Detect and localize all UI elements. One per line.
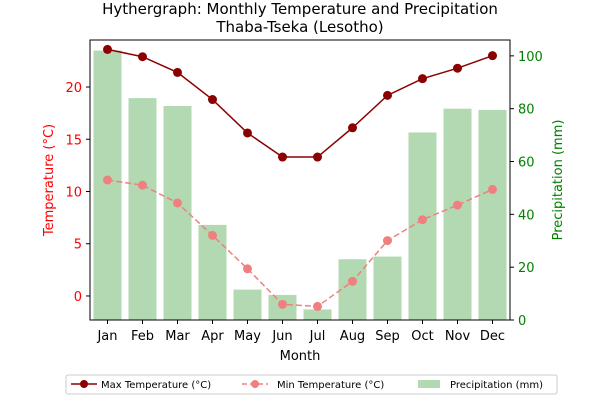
x-tick-label-may: May [234,329,261,344]
left-y-axis-label: Temperature (°C) [42,124,57,237]
max-temp-point-dec [488,51,497,61]
right-tick-label-0: 0 [518,314,526,329]
x-tick-label-mar: Mar [165,329,190,344]
precip-bar-jul [303,309,332,320]
x-tick-label-jul: Jul [309,329,326,344]
right-y-axis-label: Precipitation (mm) [551,120,566,241]
min-temp-point-jul [313,301,322,311]
legend-min-marker [251,380,259,388]
precip-bar-nov [443,108,472,320]
min-temp-point-may [243,264,252,274]
precip-bar-mar [163,106,192,320]
precip-bar-jan [93,50,122,320]
max-temp-point-jan [103,44,112,54]
right-tick-label-100: 100 [518,50,543,65]
left-tick-label-15: 15 [65,133,82,148]
precip-bar-may [233,289,262,320]
legend-box [65,374,558,395]
x-tick-label-apr: Apr [201,329,224,344]
left-tick-label-20: 20 [65,81,82,96]
max-temp-point-jun [278,152,287,162]
min-temp-line [107,179,493,308]
min-temp-point-sep [383,236,392,246]
left-tick-label-0: 0 [74,290,82,305]
x-axis-label: Month [280,349,321,364]
legend-precip-label: Precipitation (mm) [450,380,543,391]
max-temp-point-sep [383,90,392,100]
x-tick-label-aug: Aug [340,329,365,344]
legend-min-label: Min Temperature (°C) [277,380,384,391]
right-tick-label-80: 80 [518,103,535,118]
min-temp-point-jun [278,299,287,309]
max-temp-point-oct [418,74,427,84]
max-temp-point-apr [208,95,217,105]
x-tick-label-oct: Oct [411,329,433,344]
right-y-axis-ticks: 0 20 40 60 80 100 [510,50,543,329]
x-tick-label-dec: Dec [480,329,505,344]
x-tick-label-jun: Jun [271,329,292,344]
min-temp-point-dec [488,184,497,194]
max-temp-point-feb [138,52,147,62]
temperature-lines [103,44,497,311]
min-temp-point-nov [453,200,462,210]
max-temp-point-nov [453,63,462,73]
precipitation-bars [93,50,507,320]
left-tick-label-5: 5 [74,238,82,253]
right-tick-label-40: 40 [518,208,535,223]
right-tick-label-60: 60 [518,156,535,171]
x-tick-label-feb: Feb [131,329,154,344]
max-temp-point-jul [313,152,322,162]
x-tick-label-nov: Nov [445,329,471,344]
min-temp-point-oct [418,215,427,225]
min-temp-point-mar [173,198,182,208]
left-tick-label-10: 10 [65,185,82,200]
max-temp-point-mar [173,67,182,77]
chart-subtitle: Thaba-Tseka (Lesotho) [215,18,383,36]
precip-bar-feb [128,98,157,320]
precip-bar-oct [408,132,437,320]
x-axis-ticks: Jan Feb Mar Apr May Jun Jul Aug Sep Oct Nov Dec [96,320,505,344]
precip-bar-apr [198,224,227,320]
x-tick-label-jan: Jan [96,329,117,344]
legend-max-label: Max Temperature (°C) [101,380,211,391]
chart-title: Hythergraph: Monthly Temperature and Pre… [102,0,498,18]
max-temp-point-aug [348,123,357,133]
x-tick-label-sep: Sep [375,329,400,344]
min-temp-point-feb [138,180,147,190]
plot-frame [89,39,511,321]
precip-bar-dec [478,110,507,320]
left-y-axis-ticks: 0 5 10 15 20 [65,81,90,305]
precip-bar-sep [373,256,402,320]
max-temp-line [107,48,493,158]
precip-bar-aug [338,259,367,320]
min-temp-point-apr [208,230,217,240]
legend-max-marker [80,380,88,388]
min-temp-point-aug [348,276,357,286]
right-tick-label-20: 20 [518,261,535,276]
legend: Max Temperature (°C) Min Temperature (°C… [65,374,558,395]
min-temp-point-jan [103,175,112,185]
max-temp-point-may [243,128,252,138]
legend-precip-swatch [418,380,440,388]
